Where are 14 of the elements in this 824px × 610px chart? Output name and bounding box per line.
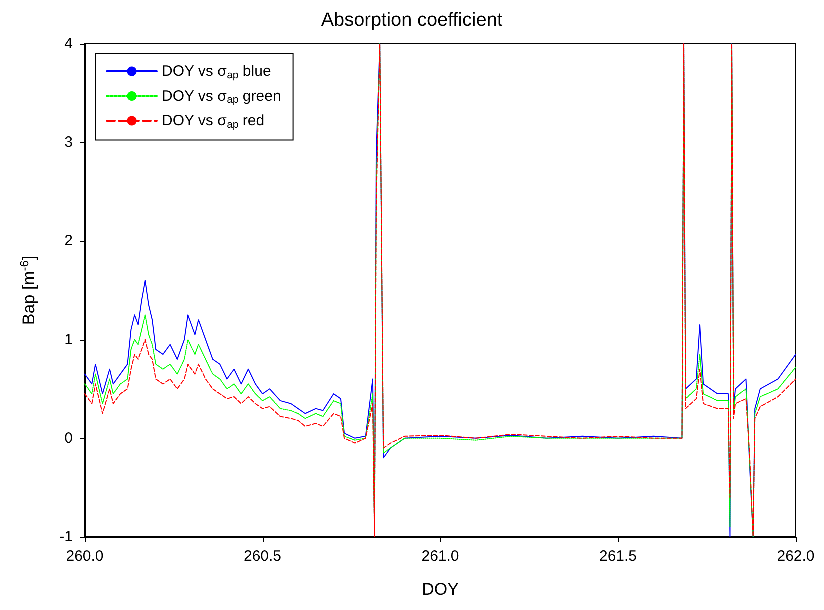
y-tick-label: 1	[64, 331, 73, 348]
y-tick-label: -1	[60, 528, 73, 546]
y-tick-label: 0	[64, 430, 73, 447]
x-tick-label: 262.0	[777, 548, 815, 565]
x-tick-label: 260.0	[66, 548, 104, 565]
x-tick-label: 260.5	[244, 548, 282, 565]
y-tick-label: 3	[64, 134, 73, 152]
y-axis-title: Bap [m-6]	[18, 256, 38, 326]
x-axis-title: DOY	[422, 580, 459, 599]
x-tick-label: 261.0	[422, 548, 460, 565]
y-tick-label: 4	[64, 36, 73, 52]
x-tick-label: 261.5	[599, 548, 638, 565]
y-tick-label: 2	[64, 232, 73, 250]
chart-title: Absorption coefficient	[321, 10, 504, 31]
